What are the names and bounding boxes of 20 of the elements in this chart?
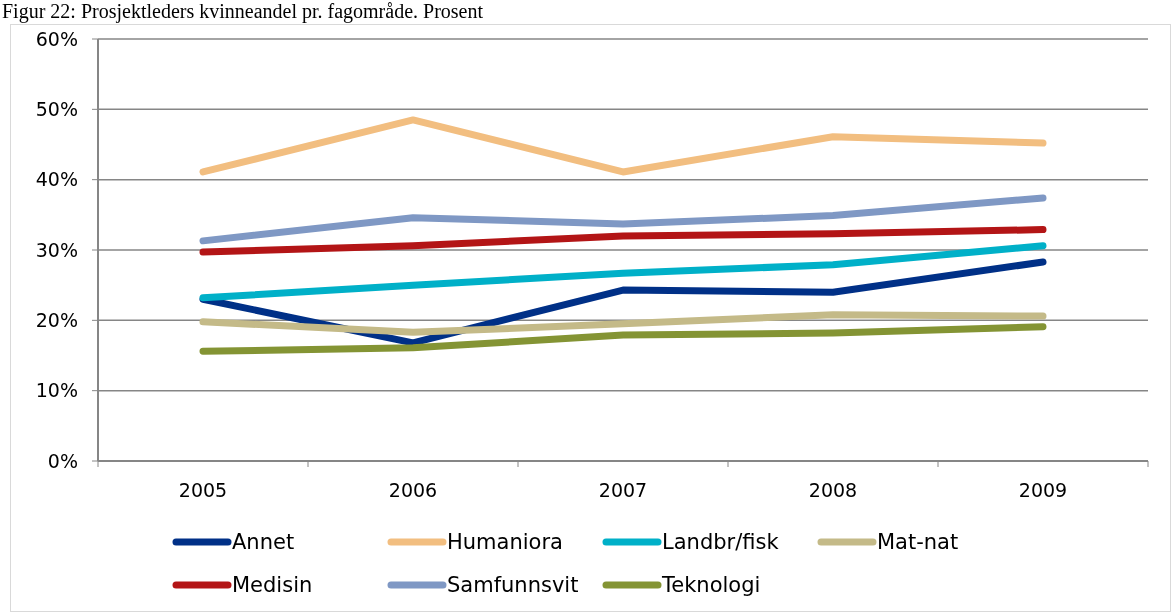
y-tick-label: 30% [35, 238, 78, 261]
legend-label: Annet [232, 530, 295, 555]
y-tick-label: 10% [35, 379, 78, 402]
x-tick-label: 2009 [1018, 479, 1068, 501]
legend-label: Landbr/fisk [662, 530, 780, 555]
y-tick-label: 0% [47, 449, 78, 472]
x-tick-label: 2006 [388, 479, 438, 501]
x-tick-label: 2007 [598, 479, 648, 501]
chart-title: Figur 22: Prosjektleders kvinneandel pr. fagområde. Prosent [2, 0, 484, 23]
y-tick-label: 20% [35, 308, 78, 331]
x-tick-label: 2008 [808, 479, 858, 501]
y-tick-label: 40% [35, 168, 78, 191]
legend-label: Teknologi [661, 573, 761, 598]
legend-label: Mat-nat [877, 530, 959, 555]
legend-label: Samfunnsvit [447, 573, 579, 598]
x-tick-label: 2005 [178, 479, 228, 501]
legend-label: Medisin [232, 573, 313, 598]
legend-label: Humaniora [447, 530, 563, 555]
y-tick-label: 50% [35, 97, 78, 120]
y-tick-label: 60% [35, 27, 78, 50]
